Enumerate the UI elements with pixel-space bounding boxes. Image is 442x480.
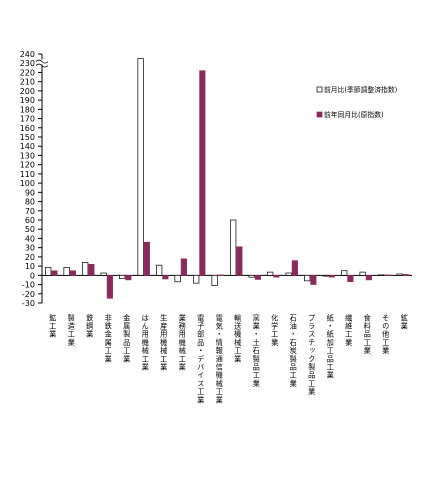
bar-s1-11 [248, 274, 255, 278]
y-tick-label: 80 [25, 198, 35, 207]
x-axis-labels: 鉱工業 製造工業 鉄鋼業 非鉄金属工業 金属製品工業 はん用機械工業 生産用機械工業 業務用機… [49, 313, 410, 404]
bar-s2-1 [69, 270, 76, 276]
bar-s1-12 [267, 271, 274, 276]
y-tick-label: 150 [20, 133, 35, 142]
bar-s2-19 [402, 274, 409, 276]
legend-label-2: 前年同月比(原指数) [324, 110, 384, 119]
bar-s1-14 [304, 274, 311, 282]
y-tick-label: 230 [20, 59, 35, 68]
x-category-label: 食料品工業 [363, 313, 372, 355]
bar-s1-2 [81, 262, 89, 276]
bar-s2-18 [384, 274, 391, 276]
bar-s2-12 [273, 275, 280, 278]
y-tick-label: 10 [25, 262, 35, 271]
y-tick-label: -20 [22, 290, 35, 299]
bar-s1-6 [156, 264, 163, 276]
bar-s1-5 [137, 58, 144, 276]
x-category-label: 繊維工業 [345, 313, 354, 347]
bar-s2-10 [236, 246, 243, 276]
x-category-label: 金属製品工業 [123, 313, 132, 363]
legend-label-1: 前月比(季節調整済指数) [324, 85, 398, 94]
bar-s1-16 [341, 270, 348, 276]
bar-s1-18 [378, 274, 385, 277]
bar-s1-10 [230, 219, 237, 276]
y-tick-label: 220 [20, 68, 35, 77]
x-category-label: 石油・石炭製品工業 [289, 314, 298, 388]
x-category-label: 紙・紙加工品工業 [326, 313, 335, 379]
bar-s1-8 [193, 274, 200, 284]
x-category-label: 電気・情報通信機械工業 [215, 314, 224, 404]
bar-s2-15 [328, 275, 335, 278]
bar-s2-9 [217, 274, 224, 276]
x-category-label: 鉱業 [400, 313, 409, 330]
x-category-label: 生産用機械工業 [160, 313, 169, 371]
x-category-label: 鉄鋼業 [86, 313, 95, 338]
axis-break-mark [35, 63, 49, 68]
bars [44, 58, 409, 299]
x-category-label: 化学工業 [271, 313, 280, 347]
bar-s2-6 [162, 275, 169, 280]
x-category-label: 業務用機械工業 [178, 313, 187, 371]
legend: 前月比(季節調整済指数) 前年同月比(原指数) [316, 85, 398, 119]
bar-s1-9 [211, 274, 218, 286]
bar-s1-1 [63, 267, 70, 276]
legend-swatch-2 [316, 111, 323, 118]
y-tick-label: 30 [25, 244, 35, 253]
y-tick-label: 200 [20, 87, 35, 96]
bar-s2-0 [51, 270, 58, 276]
x-category-label: 製造工業 [67, 313, 76, 347]
axis-break-mark [35, 59, 49, 64]
x-category-label: 鉱工業 [49, 313, 58, 338]
y-tick-label: 40 [25, 234, 35, 243]
y-tick-label: 190 [20, 96, 35, 105]
bar-s1-7 [174, 274, 181, 283]
x-category-label: プラスチック製品工業 [308, 314, 317, 396]
bar-s2-17 [365, 275, 372, 281]
y-tick-label: 130 [20, 151, 35, 160]
bar-s1-3 [100, 272, 107, 276]
y-tick-label: -10 [22, 281, 35, 290]
x-category-label: 非鉄金属工業 [104, 313, 113, 363]
y-tick-label: 140 [20, 142, 35, 151]
x-category-label: 窯業・土石製品工業 [252, 313, 261, 388]
bar-s2-13 [291, 260, 298, 276]
y-tick-label: 240 [20, 50, 35, 59]
y-tick-label: 180 [20, 105, 35, 114]
y-tick-label: 0 [30, 271, 35, 280]
bar-s1-0 [44, 267, 52, 276]
bar-s1-15 [322, 274, 329, 277]
bar-s2-2 [88, 264, 95, 276]
y-tick-label: 110 [20, 170, 35, 179]
y-tick-label: -30 [22, 299, 35, 308]
bar-s2-14 [310, 275, 317, 285]
y-tick-label: 20 [25, 253, 35, 262]
x-category-label: 輸送機械工業 [234, 313, 243, 363]
legend-swatch-1 [316, 86, 323, 93]
bar-s2-4 [125, 275, 132, 281]
y-tick-label: 100 [20, 179, 35, 188]
bar-s1-4 [118, 274, 126, 279]
y-tick-label: 160 [20, 124, 35, 133]
bar-s2-16 [347, 275, 354, 283]
bar-s2-8 [199, 70, 206, 276]
bar-s2-3 [106, 275, 113, 299]
bar-s2-7 [180, 258, 187, 276]
bar-s2-5 [143, 241, 150, 276]
y-tick-label: 120 [20, 161, 35, 170]
y-tick-label: 60 [25, 216, 35, 225]
bar-s1-17 [359, 271, 366, 276]
bar-s1-19 [396, 273, 403, 276]
y-tick-label: 90 [25, 188, 35, 197]
x-category-label: その他工業 [382, 314, 391, 355]
y-tick-label: 210 [20, 78, 35, 87]
y-tick-label: 70 [25, 207, 35, 216]
bar-s1-13 [285, 272, 292, 276]
y-tick-label: 50 [25, 225, 35, 234]
y-tick-label: 170 [20, 115, 35, 124]
bar-s2-11 [254, 275, 261, 280]
x-category-label: 電子部品・デバイス工業 [197, 314, 206, 404]
x-category-label: はん用機械工業 [141, 314, 150, 372]
